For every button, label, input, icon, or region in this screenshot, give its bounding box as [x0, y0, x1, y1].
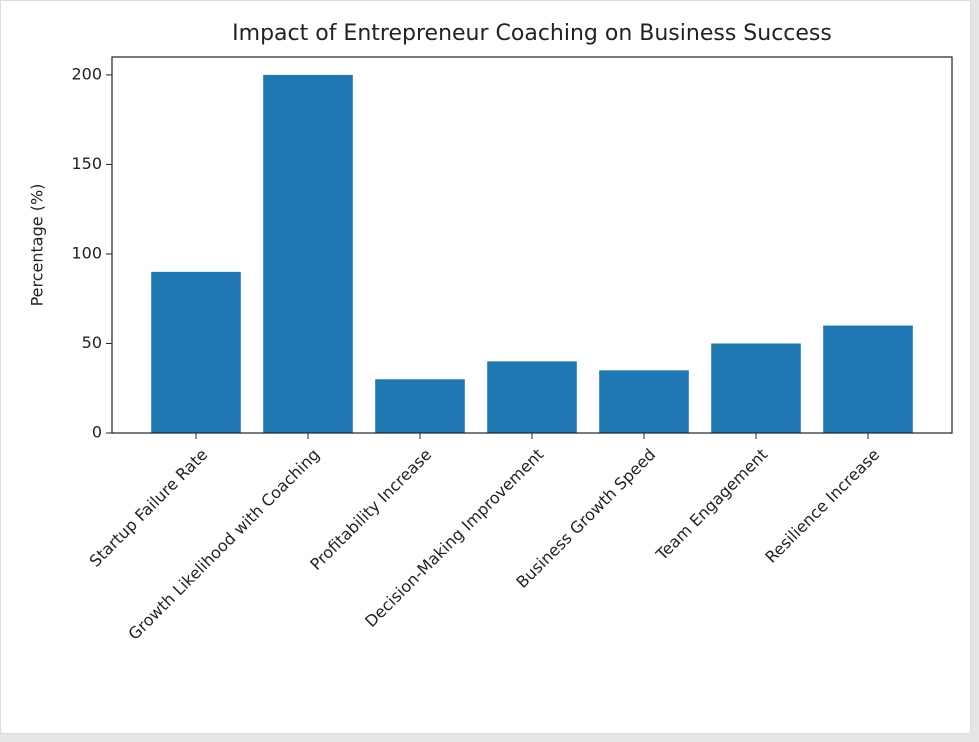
bar: [263, 74, 353, 434]
bar: [711, 343, 801, 433]
bar: [487, 361, 577, 433]
y-tick-label: 200: [71, 64, 102, 83]
y-axis-label: Percentage (%): [28, 184, 47, 307]
bar: [823, 325, 913, 433]
y-tick-label: 150: [71, 154, 102, 173]
bottom-shade: [0, 734, 979, 742]
y-tick-label: 0: [92, 423, 102, 442]
y-tick-label: 100: [71, 243, 102, 262]
bar: [151, 271, 241, 433]
bar: [599, 370, 689, 433]
bar: [375, 379, 465, 433]
y-tick-label: 50: [82, 333, 102, 352]
chart-title: Impact of Entrepreneur Coaching on Busin…: [232, 21, 832, 46]
right-shade: [971, 0, 979, 742]
plot-frame: [111, 56, 953, 434]
